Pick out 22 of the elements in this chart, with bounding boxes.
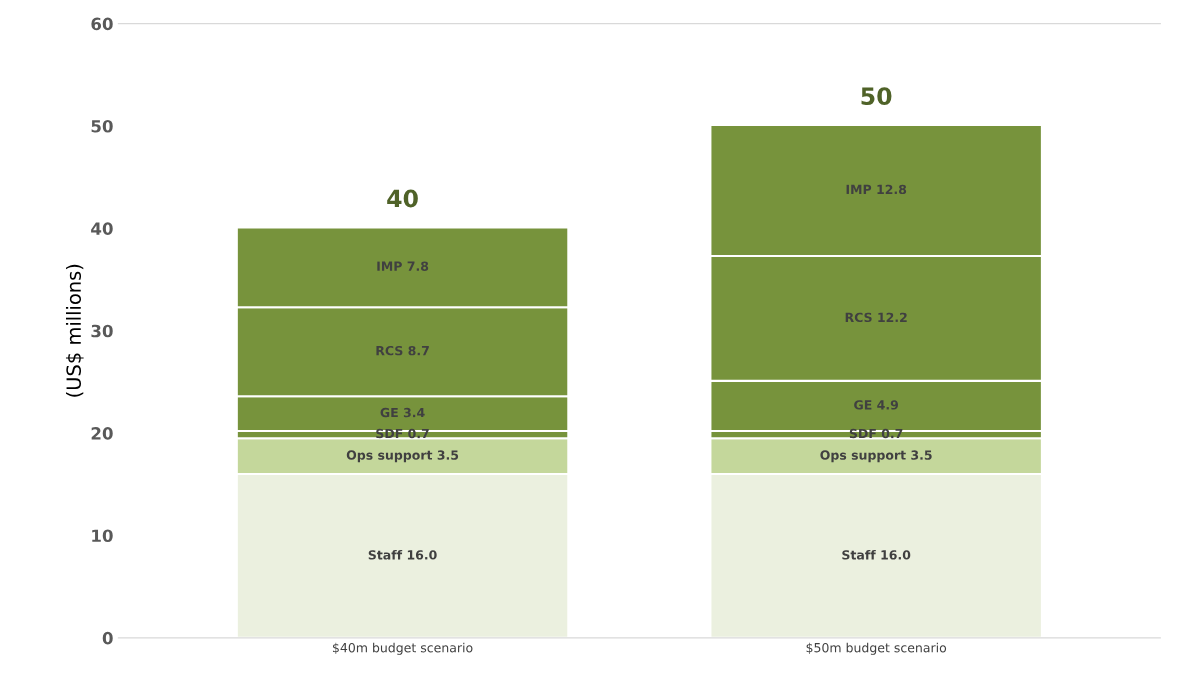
y-tick-label: 60 — [91, 17, 113, 31]
y-tick-label: 10 — [92, 529, 113, 543]
data-label: Ops support 3.5 — [820, 450, 932, 463]
y-tick-label: 30 — [91, 324, 113, 338]
data-label: IMP 12.8 — [846, 184, 907, 195]
x-tick-label: $50m budget scenario — [806, 642, 947, 655]
x-tick-label: $40m budget scenario — [332, 642, 473, 655]
data-label: Staff 16.0 — [368, 549, 437, 560]
y-axis-title: (US$ millions) — [65, 264, 84, 397]
data-label: RCS 12.2 — [845, 312, 907, 323]
y-tick-label: 40 — [91, 222, 113, 235]
total-label: 40 — [387, 189, 418, 208]
data-label: GE 3.4 — [380, 407, 425, 418]
data-label: IMP 7.8 — [377, 261, 429, 271]
y-tick-label: 50 — [91, 119, 113, 133]
data-label: Ops support 3.5 — [346, 450, 459, 463]
data-label: Staff 16.0 — [842, 549, 911, 560]
y-tick-label: 20 — [91, 427, 113, 440]
total-label: 50 — [861, 87, 892, 106]
data-label: GE 4.9 — [854, 400, 899, 410]
y-tick-label: 0 — [102, 631, 113, 645]
data-label: RCS 8.7 — [376, 345, 429, 356]
